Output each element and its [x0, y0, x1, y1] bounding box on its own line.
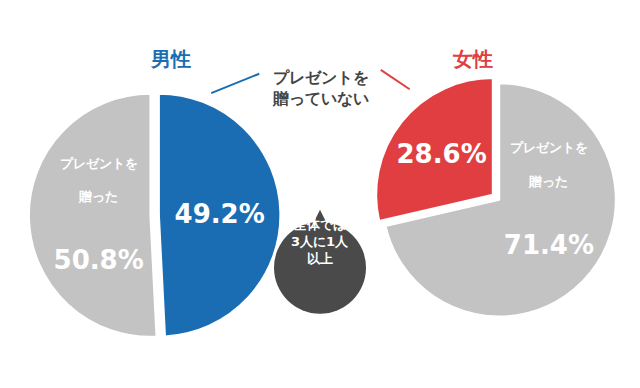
- svg-text:女性: 女性: [452, 47, 493, 71]
- svg-text:28.6%: 28.6%: [397, 139, 487, 169]
- svg-text:プレゼントを贈っていない: プレゼントを贈っていない: [272, 68, 369, 108]
- svg-text:全体では3人に1人以上: 全体では3人に1人以上: [291, 217, 349, 266]
- svg-text:男性: 男性: [150, 47, 191, 71]
- svg-text:プレゼントを贈った50.8%: プレゼントを贈った50.8%: [54, 156, 144, 275]
- svg-text:49.2%: 49.2%: [175, 199, 265, 229]
- svg-text:プレゼントを贈った71.4%: プレゼントを贈った71.4%: [504, 140, 594, 259]
